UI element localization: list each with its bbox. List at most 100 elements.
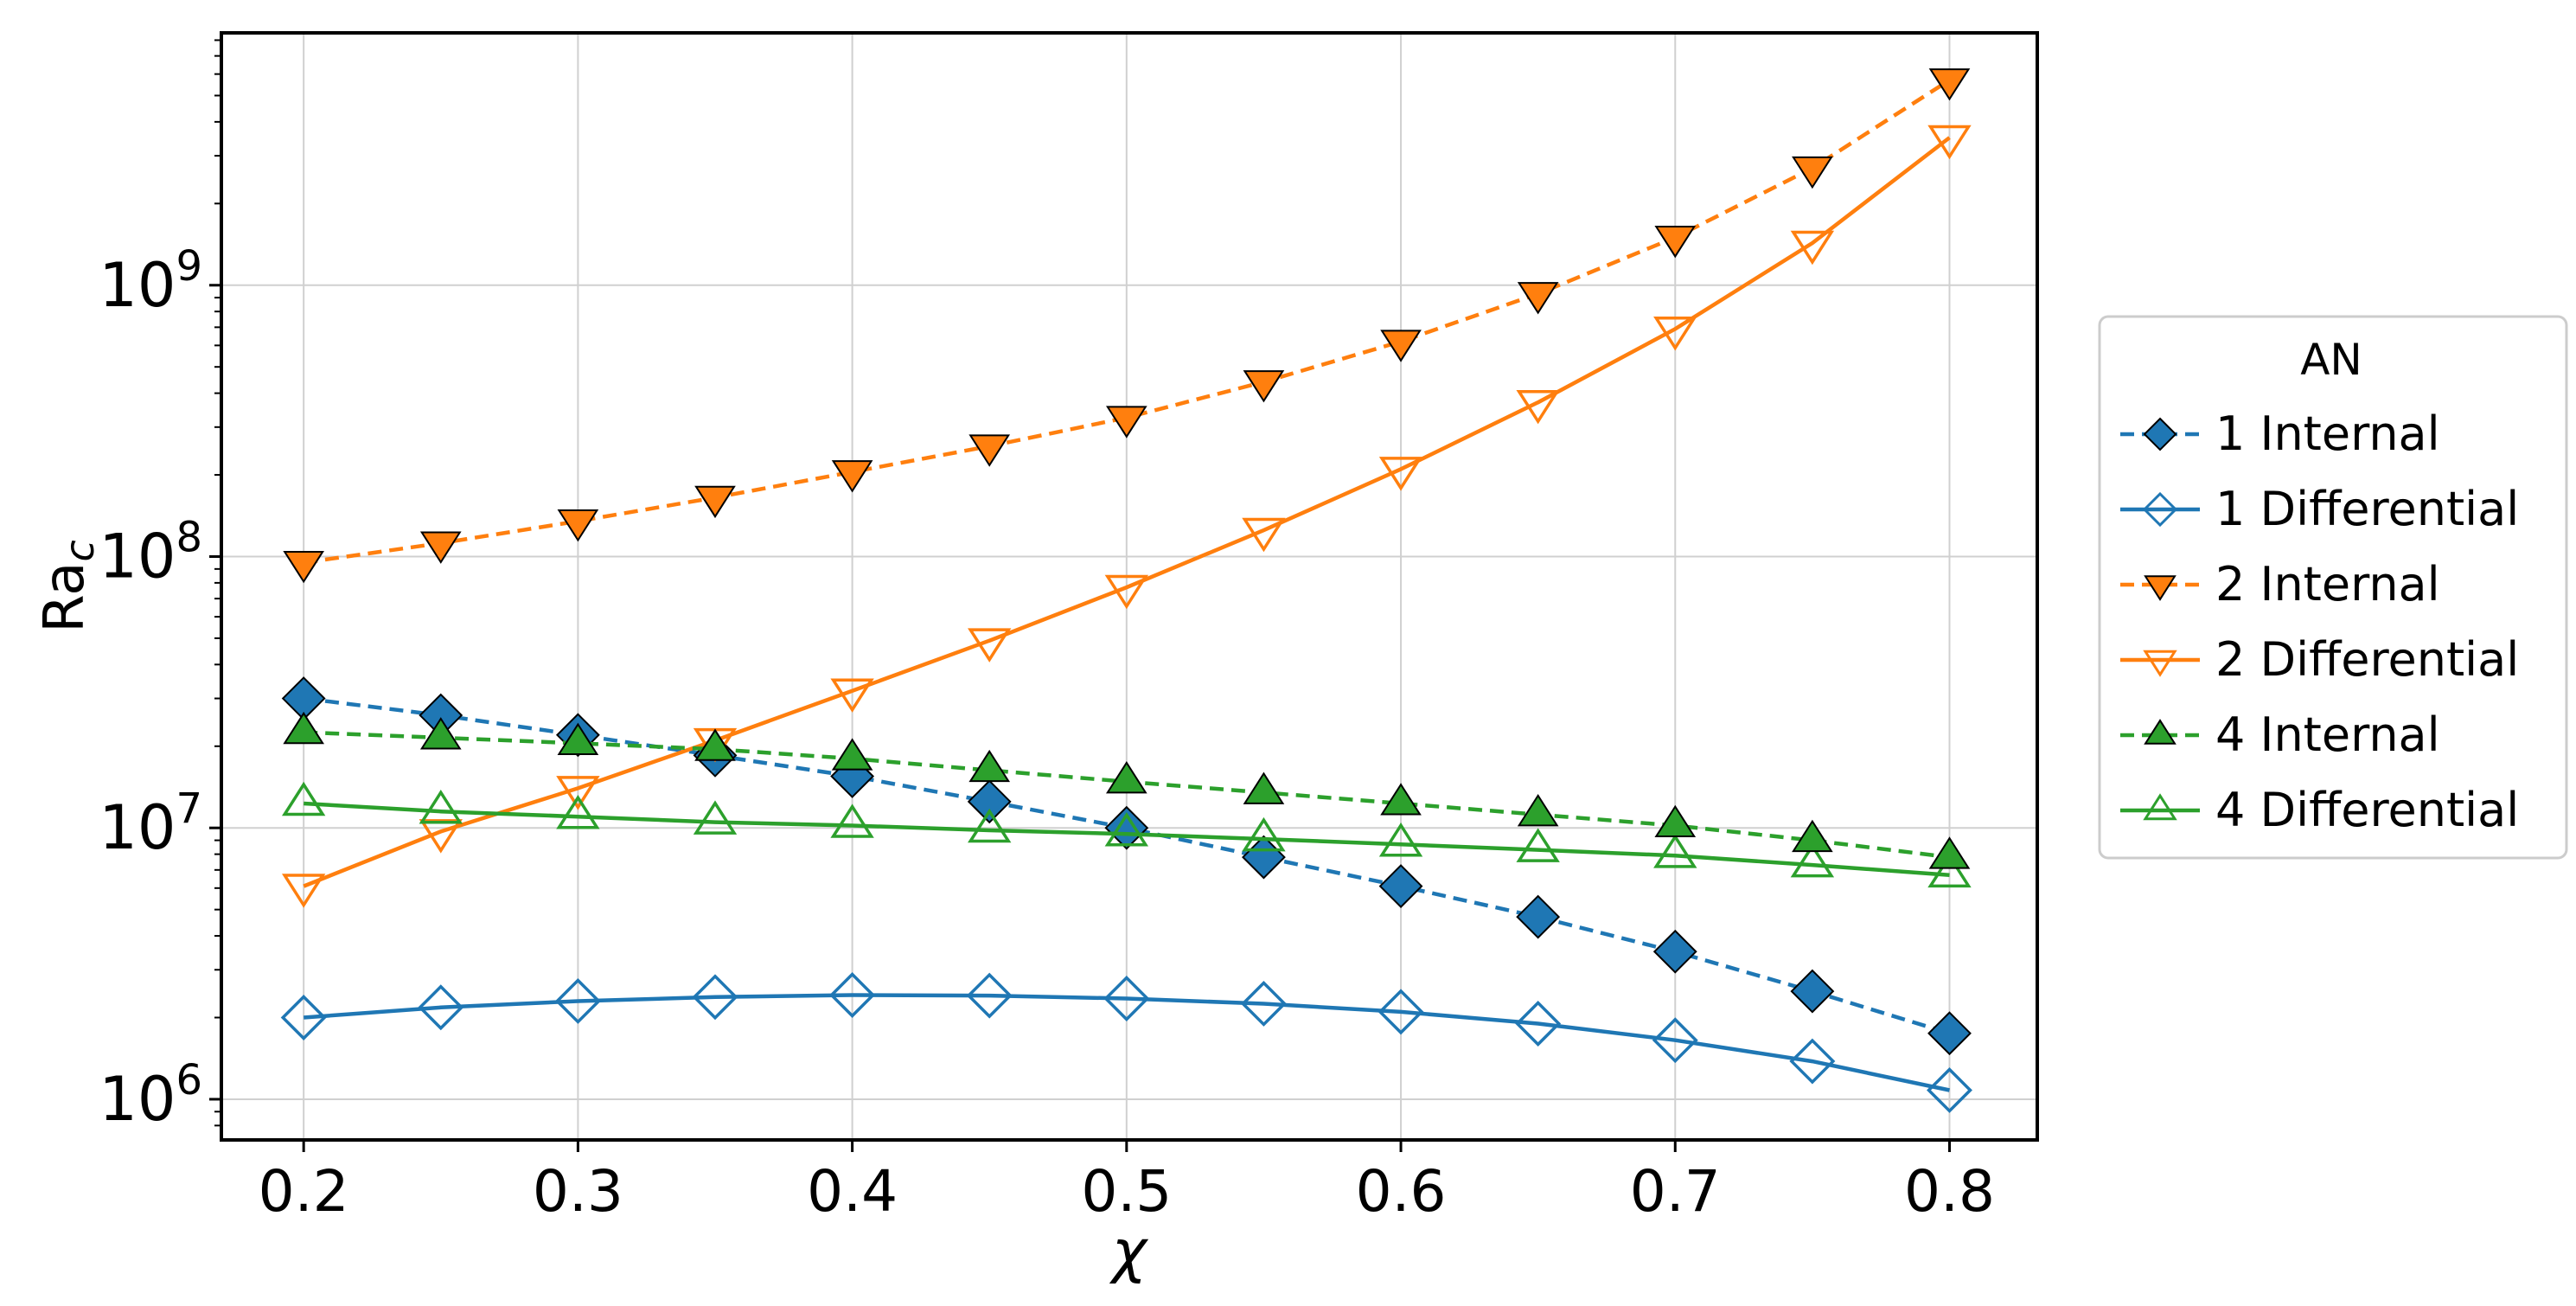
y-tick-exponent: 6 [176,1056,202,1104]
series-2-differential [281,125,1972,908]
y-axis-label-subscript: c [56,540,103,561]
y-axis-label: Rac [33,540,103,633]
series-line [304,993,1950,1092]
data-point [1380,783,1422,816]
y-tick-exponent: 9 [176,242,202,291]
data-point [1106,406,1147,439]
data-point [1243,771,1285,804]
data-point [831,460,873,493]
data-point [556,795,600,829]
data-point [968,434,1011,467]
y-tick-label: 106 [99,1056,202,1135]
data-point [1792,819,1833,853]
data-point [1927,1011,1972,1056]
legend-label: 4 Differential [2215,783,2519,837]
x-tick-label: 0.3 [533,1158,623,1225]
y-tick-label: 109 [99,242,202,321]
legend-item[interactable]: 1 Differential [2120,482,2519,536]
data-point [1653,317,1697,351]
y-tick-label: 107 [99,784,202,863]
data-point [1652,1017,1698,1064]
legend-item[interactable]: 4 Internal [2120,707,2440,762]
data-point [1654,225,1697,259]
data-point [1380,330,1422,362]
series-line [304,801,1950,878]
data-point [419,717,462,750]
legend-marker [2142,491,2178,528]
y-tick-exponent: 8 [176,513,202,561]
data-point [968,808,1012,843]
legend-item[interactable]: 1 Internal [2120,407,2440,461]
data-point [556,776,600,810]
x-tick-label: 0.7 [1630,1158,1721,1225]
y-tick-base: 10 [99,521,176,592]
data-point [283,550,324,584]
data-point [557,509,599,542]
data-point [968,628,1012,663]
legend-title: AN [2300,335,2362,385]
data-point [281,781,326,816]
data-point [1378,822,1423,857]
y-tick-base: 10 [99,1064,176,1135]
legend-label: 1 Differential [2215,482,2519,536]
data-point [1790,842,1835,878]
data-point [283,711,324,745]
data-point [419,789,463,824]
data-point [1516,828,1560,862]
data-point [1927,1066,1972,1113]
data-point [554,977,601,1024]
data-point [1240,980,1287,1027]
data-point [280,995,327,1040]
data-point [1517,282,1559,315]
x-tick-label: 0.6 [1356,1158,1447,1225]
legend-item[interactable]: 2 Internal [2120,557,2440,611]
y-tick-base: 10 [99,250,176,321]
y-tick-label: 108 [99,513,202,592]
legend[interactable]: AN 1 Internal 1 Differential 2 Internal 2 D… [2098,315,2568,860]
legend-items: 1 Internal 1 Differential 2 Internal 2 Diff… [2120,407,2519,837]
data-point [1377,989,1424,1035]
data-point [418,984,464,1031]
data-point [968,749,1011,783]
y-tick-exponent: 7 [176,784,202,833]
legend-marker [2144,719,2176,745]
y-tick-base: 10 [99,792,176,863]
legend-marker [2144,575,2176,601]
x-tick-label: 0.8 [1904,1158,1995,1225]
x-tick-label: 0.5 [1081,1158,1172,1225]
grid [221,33,2037,1140]
data-point [1243,370,1285,403]
data-point [1928,68,1971,101]
legend-box [2098,315,2568,860]
data-point [1927,125,1972,160]
data-point [1927,853,1972,888]
data-point [557,722,599,755]
legend-item[interactable]: 4 Differential [2120,783,2519,837]
y-axis-label-base: Ra [33,562,97,633]
data-point [1654,804,1697,838]
legend-item[interactable]: 2 Differential [2120,632,2519,687]
data-point [1106,760,1147,794]
data-point [1104,812,1149,847]
data-point [419,531,462,564]
data-point [1652,929,1697,974]
data-point [829,972,876,1019]
data-point [1515,1001,1562,1047]
series-line [303,136,1951,888]
data-point [1928,836,1971,869]
legend-label: 1 Internal [2215,407,2440,461]
legend-marker [2143,793,2177,821]
data-point [281,874,326,908]
data-point [1378,864,1423,908]
data-point [967,779,1012,824]
series-4-internal [283,711,1971,869]
data-point [694,728,736,761]
data-point [1378,457,1423,491]
data-point [830,803,874,838]
series-layer [280,68,1972,1113]
data-point [1790,230,1835,266]
data-point [1792,156,1833,189]
data-point [831,738,873,771]
